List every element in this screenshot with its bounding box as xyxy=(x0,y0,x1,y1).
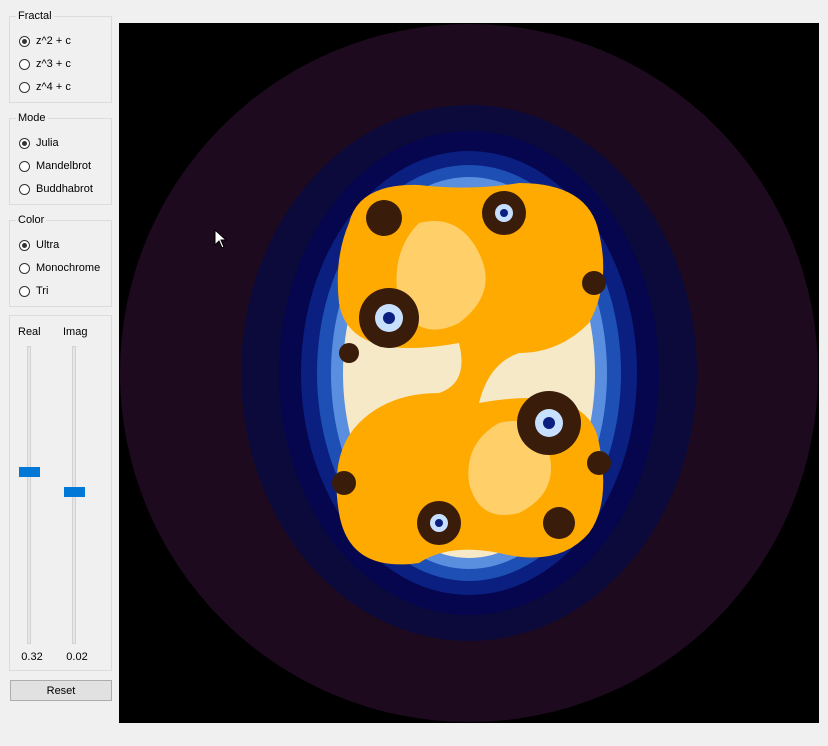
mode-group-title: Mode xyxy=(16,112,48,125)
real-slider-thumb[interactable] xyxy=(19,466,40,477)
fractal-image xyxy=(119,23,819,723)
imag-slider-label: Imag xyxy=(63,326,88,338)
slider-group: Real Imag 0.32 0.02 xyxy=(9,315,112,671)
radio-icon[interactable] xyxy=(19,183,30,195)
color-group-title: Color xyxy=(16,214,47,227)
color-group: Color Ultra Monochrome Tri xyxy=(9,214,112,307)
radio-fractal-z2[interactable]: z^2 + c xyxy=(19,33,71,49)
radio-icon[interactable] xyxy=(19,160,30,172)
imag-value: 0.02 xyxy=(66,651,88,663)
radio-label: z^2 + c xyxy=(36,34,71,47)
radio-label: Buddhabrot xyxy=(36,182,93,195)
radio-label: Monochrome xyxy=(36,261,101,274)
radio-color-ultra[interactable]: Ultra xyxy=(19,237,59,253)
real-value: 0.32 xyxy=(21,651,43,663)
radio-icon[interactable] xyxy=(19,58,30,70)
radio-mode-buddhabrot[interactable]: Buddhabrot xyxy=(19,181,93,197)
radio-mode-mandelbrot[interactable]: Mandelbrot xyxy=(19,158,91,174)
radio-label: z^3 + c xyxy=(36,57,71,70)
radio-icon[interactable] xyxy=(19,285,30,297)
mode-group: Mode Julia Mandelbrot Buddhabrot xyxy=(9,112,112,205)
radio-icon[interactable] xyxy=(19,137,30,149)
radio-label: Julia xyxy=(36,136,59,149)
real-slider-label: Real xyxy=(18,326,41,338)
mouse-cursor-icon xyxy=(214,229,228,249)
radio-fractal-z3[interactable]: z^3 + c xyxy=(19,56,71,72)
fractal-group-title: Fractal xyxy=(16,10,54,23)
fractal-canvas[interactable] xyxy=(119,23,819,723)
radio-icon[interactable] xyxy=(19,262,30,274)
radio-fractal-z4[interactable]: z^4 + c xyxy=(19,79,71,95)
radio-label: Ultra xyxy=(36,238,60,251)
radio-mode-julia[interactable]: Julia xyxy=(19,135,59,151)
radio-icon[interactable] xyxy=(19,81,30,93)
radio-label: Mandelbrot xyxy=(36,159,92,172)
radio-color-tri[interactable]: Tri xyxy=(19,283,48,299)
reset-button[interactable]: Reset xyxy=(10,680,112,701)
imag-slider-thumb[interactable] xyxy=(64,487,85,498)
radio-label: Tri xyxy=(36,284,49,297)
radio-color-monochrome[interactable]: Monochrome xyxy=(19,260,100,276)
radio-label: z^4 + c xyxy=(36,80,71,93)
radio-icon[interactable] xyxy=(19,239,30,251)
radio-icon[interactable] xyxy=(19,35,30,47)
real-slider-track[interactable] xyxy=(27,346,31,644)
fractal-group: Fractal z^2 + c z^3 + c z^4 + c xyxy=(9,10,112,103)
